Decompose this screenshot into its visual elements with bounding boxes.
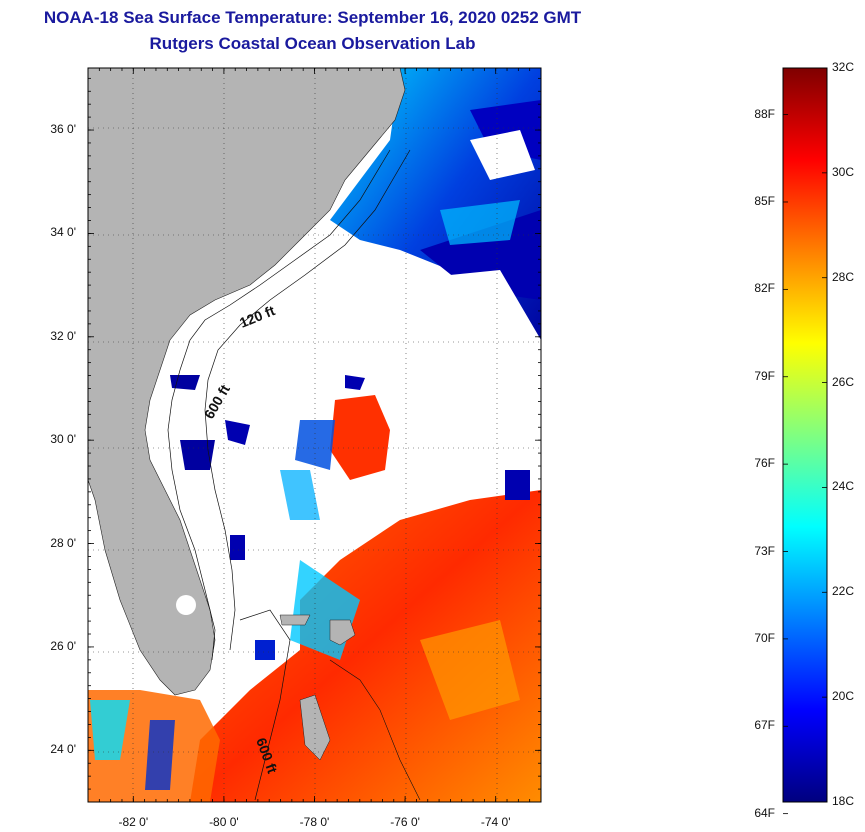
colorbar-fahrenheit-label: 73F <box>754 543 775 558</box>
land-bahamas-2 <box>299 694 331 761</box>
colorbar-celsius-label: 28C <box>832 269 855 284</box>
colorbar-fahrenheit-label: 88F <box>754 106 775 121</box>
lon-tick-label: -76 0' <box>390 815 420 829</box>
colorbar-fahrenheit-label: 67F <box>754 718 775 733</box>
lat-tick-label: 28 0' <box>50 535 76 550</box>
colorbar-celsius-label: 24C <box>832 479 855 494</box>
lat-tick-label: 24 0' <box>50 742 76 757</box>
land-us-coast <box>88 68 406 696</box>
colorbar-fahrenheit-label: 82F <box>754 281 775 296</box>
colorbar-fahrenheit-label: 64F <box>754 805 775 820</box>
contour-120ft <box>167 149 391 661</box>
lon-tick-label: -80 0' <box>209 815 239 829</box>
colorbar-celsius-label: 18C <box>832 794 855 808</box>
lat-tick-label: 34 0' <box>50 225 76 240</box>
lon-tick-label: -78 0' <box>299 815 330 829</box>
land-bahamas-3 <box>279 614 311 626</box>
colorbar-fahrenheit-label: 70F <box>754 630 775 645</box>
axis-tick-marks <box>87 68 542 803</box>
lon-tick-label: -82 0' <box>118 815 149 829</box>
lat-tick-label: 30 0' <box>50 432 76 447</box>
lon-tick-label: -74 0' <box>480 815 511 829</box>
warm-eddy <box>330 395 390 480</box>
colorbar-celsius-label: 32C <box>832 60 855 74</box>
land-bahamas-1 <box>329 619 356 646</box>
colorbar-celsius-label: 26C <box>832 374 855 389</box>
colorbar-celsius-label: 30C <box>832 164 855 179</box>
map-subtitle: Rutgers Coastal Ocean Observation Lab <box>149 34 476 53</box>
colorbar-fahrenheit-label: 79F <box>754 368 775 383</box>
colorbar-fahrenheit-label: 76F <box>754 456 775 471</box>
colorbar-celsius-label: 22C <box>832 584 855 599</box>
warm-water-region <box>190 490 541 802</box>
colorbar <box>782 67 828 803</box>
map-title: NOAA-18 Sea Surface Temperature: Septemb… <box>43 8 582 27</box>
lat-tick-label: 26 0' <box>50 638 76 653</box>
lat-tick-label: 36 0' <box>50 122 76 137</box>
contour-600ft <box>204 149 411 651</box>
graticule <box>88 68 541 802</box>
colorbar-celsius-label: 20C <box>832 689 855 704</box>
colorbar-fahrenheit-label: 85F <box>754 193 775 208</box>
colorbar-tick-marks <box>783 67 827 815</box>
lat-tick-label: 32 0' <box>50 328 76 343</box>
